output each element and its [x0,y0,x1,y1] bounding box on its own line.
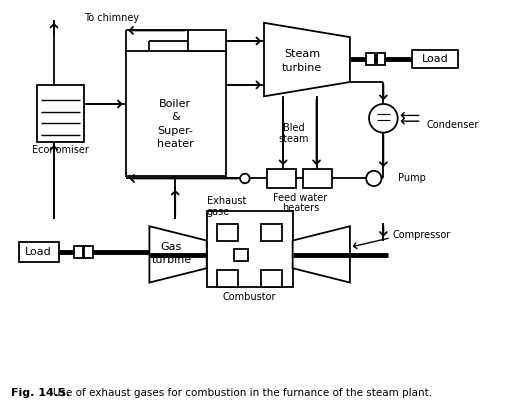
Text: Combustor: Combustor [223,292,277,302]
Text: Compressor: Compressor [393,230,451,240]
Text: Feed water: Feed water [273,193,327,202]
Text: heater: heater [157,139,194,149]
Circle shape [369,104,398,133]
FancyBboxPatch shape [412,51,458,68]
FancyBboxPatch shape [235,249,248,261]
FancyBboxPatch shape [37,85,84,142]
FancyBboxPatch shape [261,270,282,287]
Polygon shape [264,23,350,96]
FancyBboxPatch shape [125,52,226,176]
FancyBboxPatch shape [261,224,282,241]
Circle shape [240,174,250,183]
FancyBboxPatch shape [207,211,293,287]
FancyBboxPatch shape [188,31,226,52]
FancyBboxPatch shape [377,53,385,65]
FancyBboxPatch shape [366,53,375,65]
Text: Gas: Gas [161,242,182,252]
Text: Load: Load [422,54,448,64]
Text: Condenser: Condenser [426,120,479,130]
Text: heaters: heaters [282,203,319,213]
Text: &: & [171,112,180,122]
Polygon shape [293,226,350,282]
Polygon shape [149,226,207,282]
Text: Fig. 14.5.: Fig. 14.5. [11,388,70,398]
FancyBboxPatch shape [267,169,295,188]
Text: turbine: turbine [282,63,322,72]
FancyBboxPatch shape [19,243,59,261]
Text: Use of exhaust gases for combustion in the furnance of the steam plant.: Use of exhaust gases for combustion in t… [53,388,432,398]
FancyBboxPatch shape [84,246,93,258]
Text: Boiler: Boiler [159,99,191,109]
Circle shape [366,171,381,186]
Text: To chimney: To chimney [84,13,139,23]
Text: Steam: Steam [284,49,320,59]
Text: Super-: Super- [157,126,193,136]
FancyBboxPatch shape [303,169,332,188]
Text: Pump: Pump [398,173,426,184]
FancyBboxPatch shape [217,270,238,287]
FancyBboxPatch shape [217,224,238,241]
Text: steam: steam [278,134,309,144]
Text: turbine: turbine [151,255,192,265]
Text: Economiser: Economiser [32,145,89,155]
Text: Load: Load [25,247,52,257]
FancyBboxPatch shape [74,246,82,258]
Text: gase: gase [207,207,230,217]
Text: Bled: Bled [283,123,305,133]
Text: Exhaust: Exhaust [207,197,246,207]
